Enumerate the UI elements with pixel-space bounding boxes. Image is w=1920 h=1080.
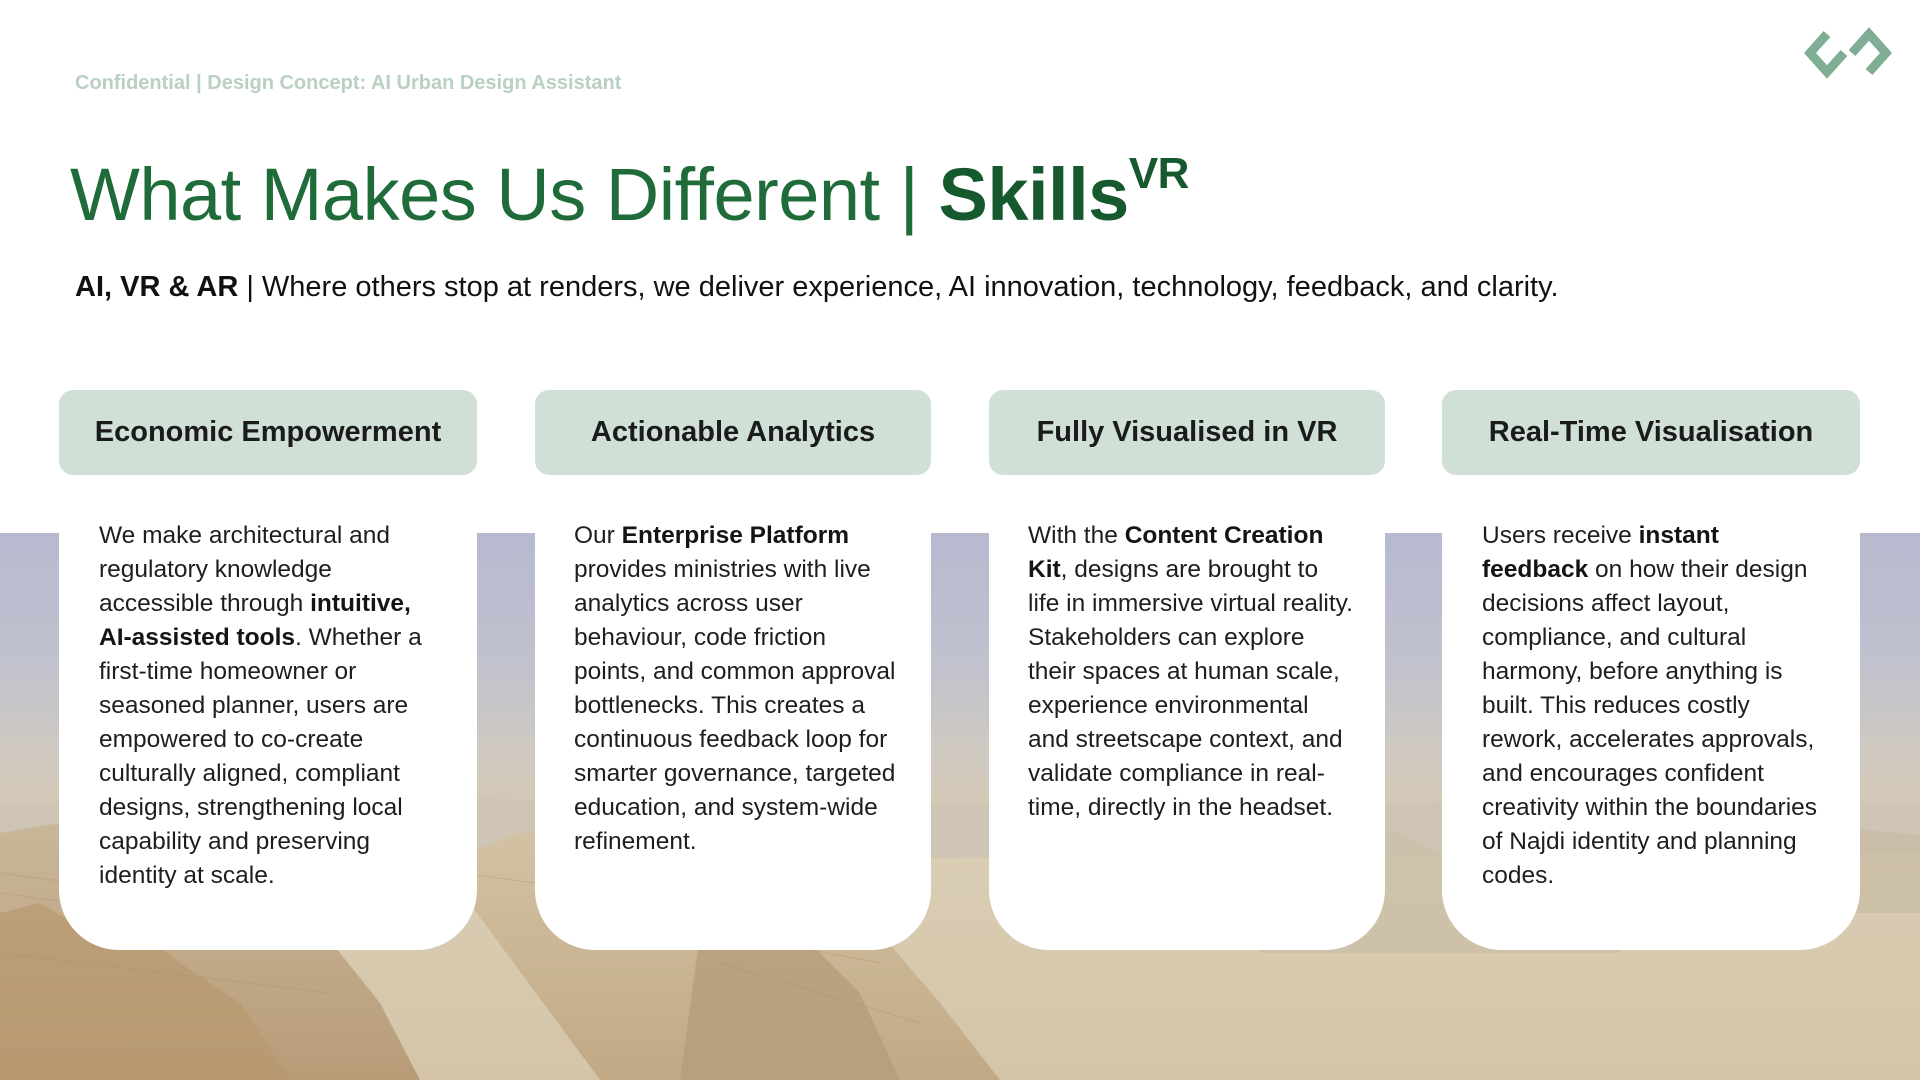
text-run: With the <box>1028 522 1125 549</box>
feature-description: Our Enterprise Platform provides ministr… <box>574 519 901 859</box>
subtitle-bold: AI, VR & AR <box>75 271 239 303</box>
title-prefix: What Makes Us Different | <box>70 153 939 236</box>
feature-heading: Actionable Analytics <box>535 390 931 475</box>
feature-heading: Real-Time Visualisation <box>1442 390 1860 475</box>
feature-column-actionable-analytics: Actionable Analytics Our Enterprise Plat… <box>535 390 931 950</box>
feature-column-real-time-visualisation: Real-Time Visualisation Users receive in… <box>1442 390 1860 950</box>
feature-card-body: With the Content Creation Kit, designs a… <box>989 522 1385 950</box>
text-run: provides ministries with live analytics … <box>574 556 896 855</box>
feature-card-body: Users receive instant feedback on how th… <box>1442 522 1860 950</box>
feature-card-body: We make architectural and regulatory kno… <box>59 522 477 950</box>
text-run: on how their design decisions affect lay… <box>1482 556 1818 889</box>
text-run-bold: Enterprise Platform <box>621 522 850 549</box>
linked-diamonds-logo-icon <box>1803 27 1893 79</box>
feature-description: Users receive instant feedback on how th… <box>1482 519 1830 893</box>
subtitle: AI, VR & AR | Where others stop at rende… <box>75 271 1559 304</box>
feature-column-fully-visualised-in-vr: Fully Visualised in VR With the Content … <box>989 390 1385 950</box>
text-run: We make architectural and regulatory kno… <box>99 522 390 617</box>
page-title: What Makes Us Different | SkillsVR <box>70 149 1190 237</box>
text-run: . Whether a first-time homeowner or seas… <box>99 624 422 889</box>
text-run-bold: Content Creation Kit <box>1028 522 1324 583</box>
text-run: , designs are brought to life in immersi… <box>1028 556 1353 821</box>
text-run: Our <box>574 522 622 549</box>
feature-description: With the Content Creation Kit, designs a… <box>1028 519 1355 825</box>
feature-card-body: Our Enterprise Platform provides ministr… <box>535 522 931 950</box>
brand-name: Skills <box>938 153 1129 236</box>
text-run: Users receive <box>1482 522 1639 549</box>
text-run-bold: instant feedback <box>1482 522 1719 583</box>
subtitle-text: | Where others stop at renders, we deliv… <box>238 271 1559 303</box>
text-run-bold: intuitive, AI-assisted tools <box>99 590 411 651</box>
confidentiality-note: Confidential | Design Concept: AI Urban … <box>75 72 622 94</box>
feature-description: We make architectural and regulatory kno… <box>99 519 447 893</box>
feature-heading: Fully Visualised in VR <box>989 390 1385 475</box>
feature-heading: Economic Empowerment <box>59 390 477 475</box>
brand-superscript: VR <box>1128 149 1190 199</box>
feature-column-economic-empowerment: Economic Empowerment We make architectur… <box>59 390 477 950</box>
